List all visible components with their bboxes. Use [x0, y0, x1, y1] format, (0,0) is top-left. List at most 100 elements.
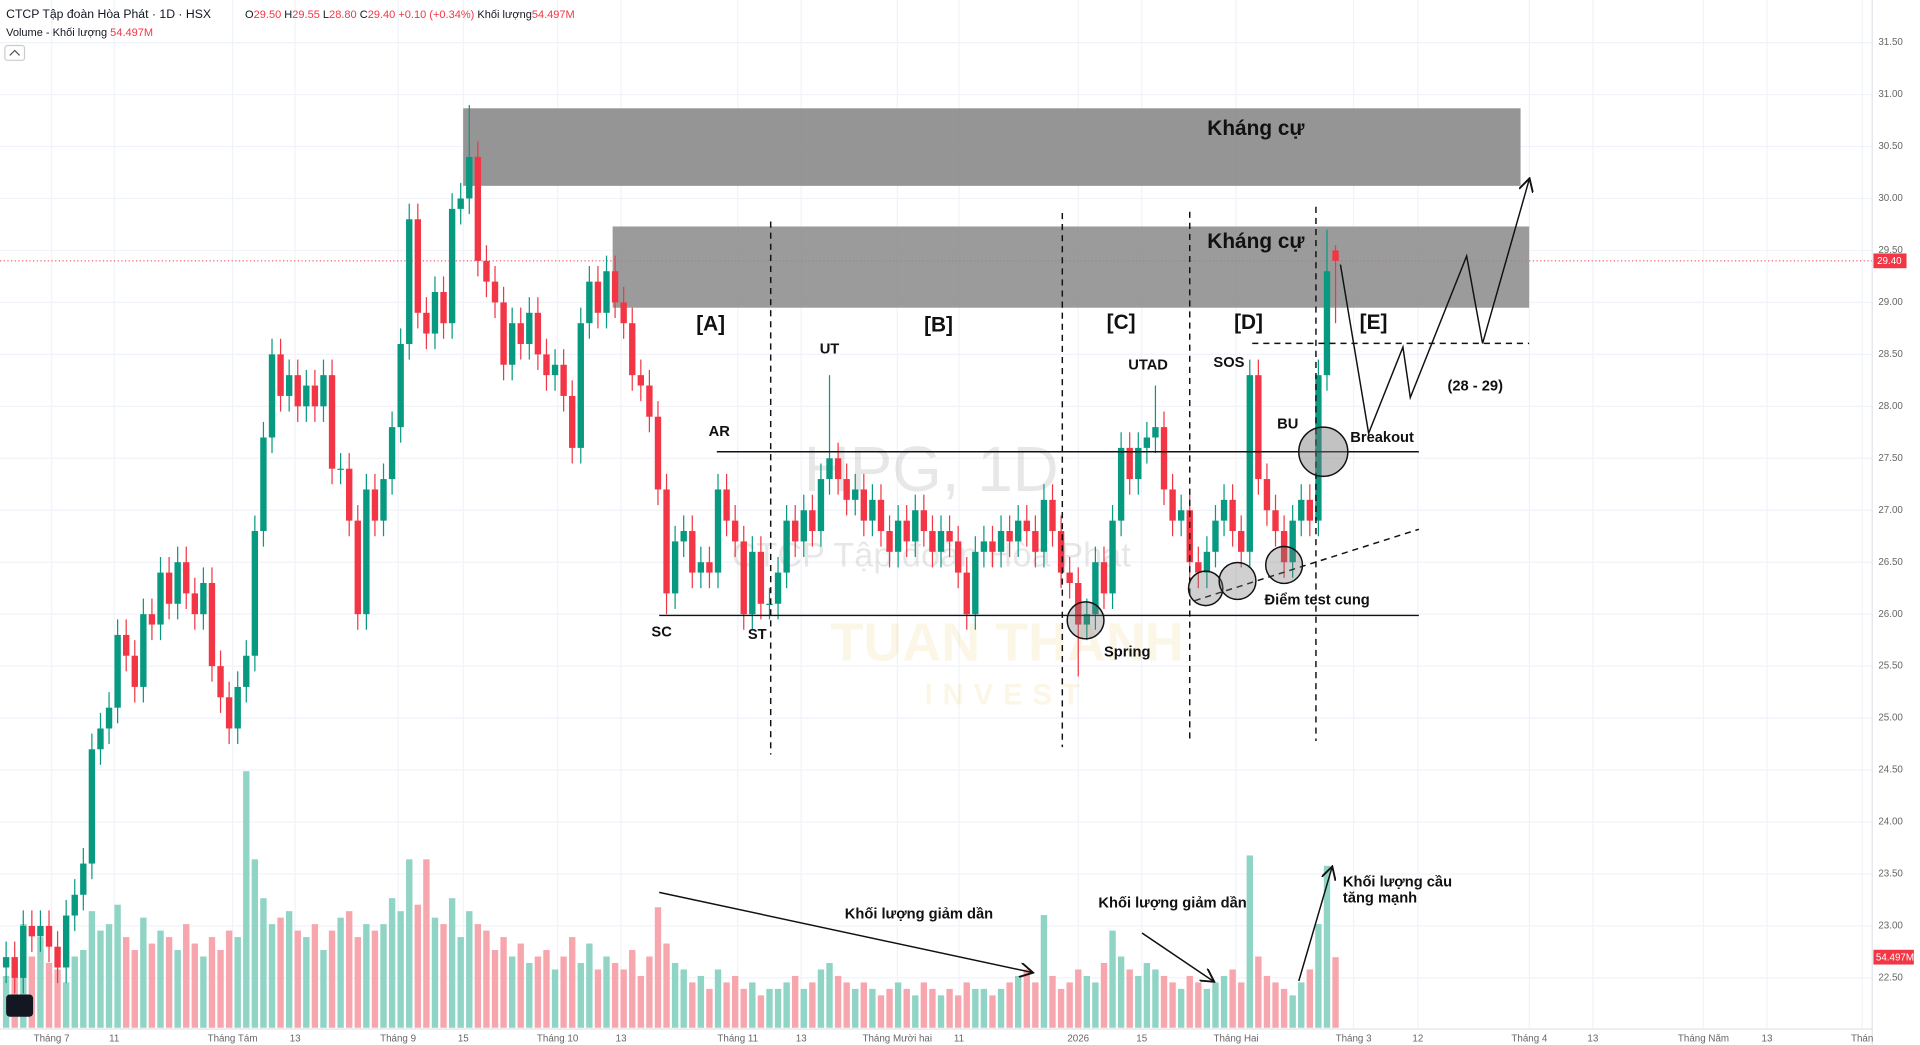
volume-bar: [1195, 982, 1202, 1028]
candle-body: [62, 915, 70, 968]
volume-bar: [1255, 956, 1262, 1028]
volume-bar: [860, 982, 868, 1028]
volume-bar: [363, 924, 370, 1028]
volume-bar: [1049, 975, 1056, 1028]
volume-bar: [380, 924, 387, 1028]
candle-body: [285, 375, 293, 396]
candle-body: [1143, 437, 1151, 448]
candle-body: [45, 925, 53, 947]
candle-body: [80, 863, 87, 895]
volume-bar: [1032, 982, 1039, 1028]
annotation: Kháng cự: [1207, 230, 1305, 253]
candle-body: [11, 957, 18, 978]
candle-body: [165, 572, 173, 604]
volume-bar: [569, 937, 576, 1028]
volume-bar: [157, 930, 164, 1028]
candle-body: [225, 697, 233, 729]
volume-bar: [963, 982, 970, 1028]
candle-body: [234, 686, 241, 729]
candle-body: [20, 925, 27, 978]
candle-body: [1083, 614, 1091, 625]
candle-body: [1212, 520, 1219, 552]
volume-bar: [346, 911, 353, 1028]
volume-bar: [783, 982, 790, 1028]
volume-bar: [1203, 988, 1211, 1028]
volume-bar: [1135, 975, 1142, 1028]
collapse-button[interactable]: [4, 44, 26, 61]
volume-bar: [217, 950, 224, 1028]
volume-bar: [646, 956, 653, 1028]
volume-bar: [423, 859, 430, 1028]
annotations: Kháng cự Kháng cự [A] [B] [C] [D] [E] UT…: [651, 117, 1503, 923]
volume-bar: [1152, 969, 1159, 1028]
watermark-logo-sub: INVEST: [925, 678, 1090, 711]
candle-body: [1289, 520, 1296, 563]
volume-bar: [208, 937, 216, 1028]
candle-body: [474, 156, 482, 261]
volume-bar: [946, 988, 953, 1028]
x-tick-label: 13: [290, 1033, 301, 1044]
candle-body: [920, 510, 928, 532]
annotation: Breakout: [1350, 430, 1414, 446]
volume-bar: [731, 975, 739, 1028]
candle-body: [1006, 531, 1013, 542]
volume-bar: [1006, 982, 1013, 1028]
volume-bar: [1246, 855, 1253, 1028]
candle-body: [997, 531, 1005, 552]
candle-body: [603, 271, 610, 313]
y-tick-label: 29.50: [1878, 245, 1903, 256]
y-tick-label: 28.50: [1878, 349, 1903, 360]
candle-body: [877, 499, 885, 532]
candle-body: [294, 375, 301, 407]
volume-bar: [1263, 975, 1271, 1028]
volume-bar: [45, 962, 53, 1028]
candle-body: [646, 385, 653, 417]
volume-bar: [980, 988, 988, 1028]
annotation: Khối lượng giảm dần: [845, 906, 993, 922]
volume-bar: [903, 988, 910, 1028]
volume-bar: [1092, 982, 1099, 1028]
phase-label: [A]: [696, 312, 725, 335]
volume-bar: [483, 930, 490, 1028]
volume-bar: [886, 988, 893, 1028]
volume-bar: [1272, 982, 1279, 1028]
candle-body: [483, 260, 490, 282]
volume-bar: [1298, 982, 1305, 1028]
volume-bar: [457, 937, 464, 1028]
x-tick-label: Tháng 7: [34, 1033, 70, 1044]
volume-bar: [1075, 969, 1082, 1028]
annotation: Khối lượng cầu: [1343, 874, 1452, 890]
x-tick-label: 15: [458, 1033, 469, 1044]
symbol-title: CTCP Tập đoàn Hòa Phát · 1D · HSX: [6, 7, 211, 21]
volume-bar: [517, 943, 524, 1028]
volume-bar: [1323, 865, 1331, 1028]
volume-arrow: [1298, 868, 1332, 982]
candle-body: [183, 562, 190, 594]
candle-body: [620, 302, 627, 324]
candle-body: [946, 531, 953, 542]
resistance-zone: [612, 226, 1530, 308]
candle-body: [534, 312, 542, 355]
price-axis-bg: [1872, 0, 1920, 1045]
volume-bar: [912, 995, 919, 1028]
candle-body: [706, 562, 713, 573]
y-tick-label: 28.00: [1878, 401, 1903, 412]
volume-bar: [877, 995, 885, 1028]
watermark-logo: TUAN THANH: [831, 612, 1184, 672]
candle-body: [71, 894, 78, 916]
candle-body: [980, 541, 988, 552]
volume-bar: [534, 956, 542, 1028]
volume-bar: [406, 859, 413, 1028]
x-tick-label: Tháng Năm: [1678, 1033, 1729, 1044]
candle-body: [972, 551, 979, 615]
volume-bar: [603, 956, 610, 1028]
candle-body: [731, 520, 739, 542]
volume-marker: [1873, 949, 1914, 965]
candle-body: [105, 707, 113, 729]
candle-body: [1092, 562, 1099, 615]
volume-bar: [929, 988, 936, 1028]
volume-bar: [1117, 956, 1125, 1028]
volume-bar: [466, 911, 473, 1028]
